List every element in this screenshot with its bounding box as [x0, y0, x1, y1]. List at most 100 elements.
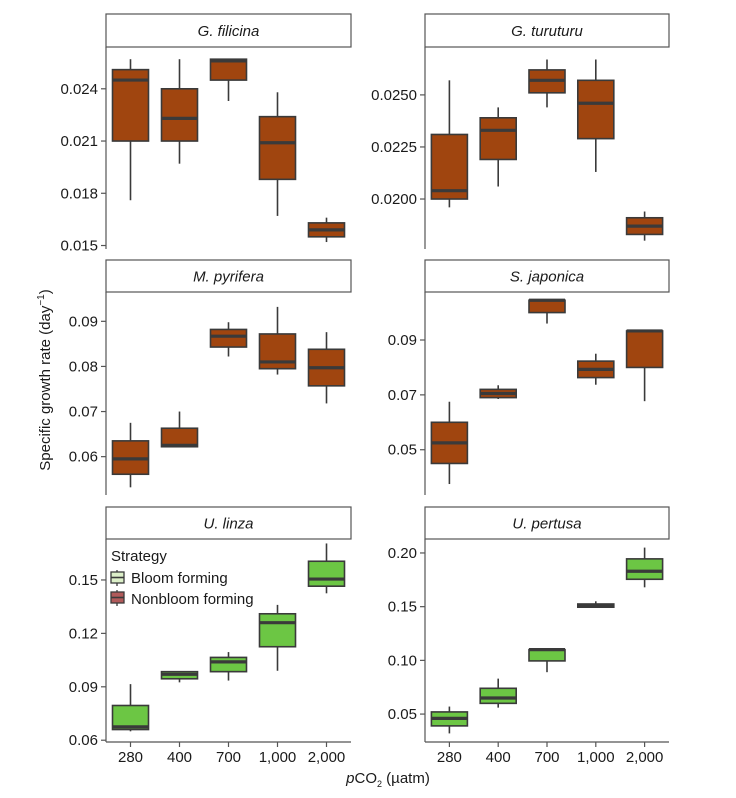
panel-title: S. japonica — [510, 269, 584, 286]
box-s-japonica-700 — [528, 298, 566, 324]
x-tick-label: 700 — [534, 749, 559, 766]
box-u-pertusa-1000 — [576, 601, 615, 609]
y-axis-title-main: Specific growth rate (day — [37, 305, 54, 471]
box-u-linza-2000 — [307, 543, 346, 594]
x-tick-label: 2,000 — [626, 749, 664, 766]
y-tick-label: 0.06 — [69, 732, 98, 749]
box-body — [209, 656, 248, 673]
box-g-filicina-2000 — [307, 217, 346, 243]
y-tick-label: 0.08 — [69, 358, 98, 375]
x-tick-label: 2,000 — [308, 749, 346, 766]
panel-title: M. pyrifera — [193, 269, 264, 286]
y-tick-label: 0.09 — [69, 313, 98, 330]
box-body — [528, 299, 566, 314]
box-body — [625, 330, 664, 369]
y-tick-label: 0.018 — [60, 185, 98, 202]
box-u-pertusa-400 — [479, 678, 518, 708]
box-g-turuturu-400 — [479, 107, 518, 187]
panel-strip — [105, 259, 352, 293]
legend-entry-nonbloom: Nonbloom forming — [110, 590, 254, 608]
y-tick-label: 0.09 — [69, 679, 98, 696]
box-body — [209, 328, 248, 348]
box-body — [430, 133, 469, 200]
panel-strip — [424, 259, 670, 293]
x-axis-title-unit: (µatm) — [382, 770, 430, 787]
box-body — [576, 79, 615, 140]
box-s-japonica-1000 — [576, 353, 615, 385]
box-s-japonica-400 — [479, 385, 518, 399]
y-tick-label: 0.12 — [69, 625, 98, 642]
box-s-japonica-280 — [430, 401, 469, 485]
y-tick-label: 0.10 — [388, 652, 417, 669]
panel-title: G. turuturu — [511, 23, 583, 40]
panel-title: G. filicina — [198, 23, 260, 40]
box-g-turuturu-1000 — [576, 59, 615, 172]
panel-title: U. pertusa — [512, 516, 581, 533]
box-u-linza-1000 — [258, 604, 297, 671]
y-axis-title: Specific growth rate (day−1) — [36, 289, 54, 470]
panel-strip — [105, 506, 352, 540]
y-tick-label: 0.021 — [60, 133, 98, 150]
panel-g-filicina: G. filicina 0.015 0.018 0.021 0.024 — [60, 13, 352, 255]
box-u-linza-280 — [111, 684, 150, 732]
x-tick-label: 700 — [216, 749, 241, 766]
box-body — [479, 117, 518, 161]
box-u-linza-400 — [160, 670, 199, 683]
x-axis-title-prefix: p — [345, 770, 354, 787]
y-tick-label: 0.0250 — [371, 87, 417, 104]
y-tick-label: 0.07 — [388, 387, 417, 404]
x-tick-label: 1,000 — [577, 749, 615, 766]
y-tick-label: 0.07 — [69, 404, 98, 421]
box-u-pertusa-2000 — [625, 547, 664, 588]
box-u-pertusa-700 — [528, 648, 566, 673]
x-tick-label: 280 — [118, 749, 143, 766]
y-tick-label: 0.05 — [388, 706, 417, 723]
box-body — [528, 648, 566, 662]
y-tick-label: 0.15 — [388, 599, 417, 616]
box-m-pyrifera-700 — [209, 322, 248, 357]
y-tick-label: 0.09 — [388, 332, 417, 349]
box-body — [479, 687, 518, 705]
box-g-turuturu-2000 — [625, 211, 664, 241]
box-body — [625, 558, 664, 581]
panel-u-pertusa: U. pertusa 0.05 0.10 0.15 0.20 280 400 700 1,000… — [388, 506, 670, 766]
y-tick-label: 0.15 — [69, 572, 98, 589]
y-tick-label: 0.0200 — [371, 191, 417, 208]
legend-entry-bloom: Bloom forming — [110, 570, 228, 587]
box-m-pyrifera-1000 — [258, 306, 297, 375]
y-axis-title-superscript: −1 — [36, 294, 47, 306]
box-u-pertusa-280 — [430, 706, 469, 734]
y-tick-label: 0.015 — [60, 238, 98, 255]
box-body — [209, 58, 248, 81]
x-tick-label: 400 — [486, 749, 511, 766]
box-m-pyrifera-2000 — [307, 332, 346, 404]
x-axis-title-main: CO — [355, 770, 378, 787]
legend-label-bloom: Bloom forming — [131, 570, 228, 587]
box-g-turuturu-700 — [528, 59, 566, 108]
y-tick-label: 0.0225 — [371, 139, 417, 156]
panel-title: U. linza — [203, 516, 253, 533]
box-body — [258, 612, 297, 648]
panel-u-linza: U. linza 0.06 0.09 0.12 0.15 280 400 700 1,000 2,… — [69, 506, 352, 766]
panel-strip — [424, 506, 670, 540]
legend: Strategy Bloom forming Nonbloom forming — [110, 548, 254, 608]
legend-label-nonbloom: Nonbloom forming — [131, 591, 254, 608]
box-g-filicina-1000 — [258, 92, 297, 216]
x-tick-label: 280 — [437, 749, 462, 766]
y-tick-label: 0.06 — [69, 449, 98, 466]
box-g-filicina-400 — [160, 59, 199, 164]
x-axis-title-subscript: 2 — [377, 779, 382, 789]
panel-strip — [105, 13, 352, 48]
box-g-turuturu-280 — [430, 80, 469, 208]
box-body — [258, 115, 297, 181]
x-tick-label: 1,000 — [259, 749, 297, 766]
panels-group: G. filicina 0.015 0.018 0.021 0.024 G. turutu… — [60, 13, 670, 766]
box-m-pyrifera-400 — [160, 411, 199, 448]
panel-strip — [424, 13, 670, 48]
box-body — [160, 87, 199, 142]
legend-title: Strategy — [111, 548, 167, 565]
y-tick-label: 0.05 — [388, 442, 417, 459]
panel-s-japonica: S. japonica 0.05 0.07 0.09 — [388, 259, 670, 495]
panel-g-turuturu: G. turuturu 0.0200 0.0225 0.0250 — [371, 13, 670, 249]
